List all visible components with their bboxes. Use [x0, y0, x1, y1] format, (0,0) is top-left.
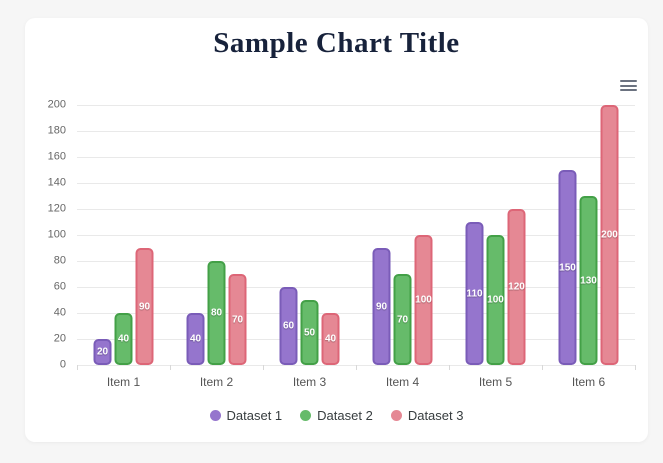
bar-group: 110 100 120 [464, 209, 527, 365]
y-axis-tick-label: 20 [53, 332, 66, 345]
bar[interactable]: 150 [558, 170, 577, 365]
bar[interactable]: 70 [228, 274, 247, 365]
x-axis-label: Item 2 [199, 375, 234, 389]
y-axis-tick-label: 0 [59, 358, 66, 371]
y-axis-tick-label: 200 [47, 98, 66, 111]
bar-value-label: 40 [189, 333, 202, 345]
y-axis: 0 20 40 60 80 100 120 140 160 180 200 [25, 99, 70, 370]
bar-value-label: 60 [282, 320, 295, 332]
bar[interactable]: 110 [465, 222, 484, 365]
gridline [77, 287, 635, 288]
bar-value-label: 80 [210, 307, 223, 319]
legend-marker-icon [209, 410, 221, 421]
y-axis-tick-label: 120 [47, 202, 66, 215]
bar[interactable]: 80 [207, 261, 226, 365]
gridline [77, 131, 635, 132]
gridline [77, 339, 635, 340]
bar[interactable]: 20 [93, 339, 112, 365]
bar-value-label: 90 [375, 301, 388, 312]
x-axis-tick [449, 365, 450, 370]
legend: Dataset 1 Dataset 2 Dataset 3 [25, 408, 648, 423]
gridline [77, 183, 635, 184]
y-axis-tick-label: 160 [47, 150, 66, 163]
hamburger-line [620, 89, 637, 91]
legend-item[interactable]: Dataset 1 [209, 408, 283, 423]
y-axis-tick-label: 80 [53, 254, 66, 267]
legend-item[interactable]: Dataset 3 [390, 408, 464, 423]
bar[interactable]: 100 [414, 235, 433, 365]
x-axis: Item 1 Item 2 Item 3 Item 4 Item 5 Item 6 [77, 375, 635, 391]
x-axis-label: Item 3 [292, 375, 327, 389]
bar-value-label: 110 [466, 288, 483, 299]
x-axis-label: Item 5 [478, 375, 513, 389]
x-axis-tick [356, 365, 357, 370]
bar[interactable]: 60 [279, 287, 298, 365]
bar-value-label: 120 [508, 281, 525, 293]
bar-value-label: 70 [396, 314, 409, 325]
hamburger-line [620, 84, 637, 87]
bar-value-label: 70 [231, 314, 244, 325]
gridline [77, 261, 635, 262]
bar[interactable]: 40 [186, 313, 205, 365]
bar[interactable]: 90 [372, 248, 391, 365]
legend-item[interactable]: Dataset 2 [300, 408, 373, 423]
legend-label: Dataset 1 [226, 408, 283, 423]
y-axis-tick-label: 100 [47, 228, 66, 241]
bar[interactable]: 130 [579, 196, 598, 365]
legend-marker-icon [300, 410, 312, 421]
gridline [77, 235, 635, 236]
bar[interactable]: 70 [393, 274, 412, 365]
chart-title: Sample Chart Title [213, 27, 460, 59]
bar[interactable]: 40 [114, 313, 133, 365]
legend-label: Dataset 2 [317, 408, 373, 423]
bar[interactable]: 50 [300, 300, 319, 365]
bar-group: 40 80 70 [185, 261, 248, 365]
bar-value-label: 40 [324, 333, 337, 345]
bar-value-label: 130 [580, 275, 597, 286]
bar[interactable]: 200 [600, 105, 619, 365]
bar[interactable]: 90 [135, 248, 154, 365]
legend-label: Dataset 3 [407, 408, 464, 423]
bar[interactable]: 100 [486, 235, 505, 365]
x-axis-label: Item 1 [106, 375, 141, 389]
legend-marker-icon [390, 410, 402, 421]
bar-group: 20 40 90 [92, 248, 155, 365]
x-axis-tick [170, 365, 171, 370]
gridline [77, 313, 635, 314]
x-axis-tick [263, 365, 264, 370]
gridline [77, 105, 635, 106]
bar-value-label: 150 [559, 262, 576, 273]
gridline [77, 157, 635, 158]
bar-value-label: 50 [303, 327, 316, 338]
bar-value-label: 200 [601, 229, 618, 241]
bar[interactable]: 120 [507, 209, 526, 365]
bar-value-label: 40 [117, 333, 130, 345]
gridline [77, 209, 635, 210]
bar-value-label: 20 [96, 346, 109, 358]
x-axis-tick [77, 365, 78, 370]
bar-value-label: 100 [415, 294, 432, 306]
bar-value-label: 100 [487, 294, 504, 306]
bar-group: 90 70 100 [371, 235, 434, 365]
x-axis-label: Item 6 [571, 375, 606, 389]
y-axis-tick-label: 40 [53, 306, 66, 319]
x-axis-tick [542, 365, 543, 370]
bar-value-label: 90 [138, 301, 151, 312]
hamburger-menu-icon[interactable] [620, 80, 637, 93]
hamburger-line [620, 80, 637, 82]
bar[interactable]: 40 [321, 313, 340, 365]
bar-group: 60 50 40 [278, 287, 341, 365]
bar-group: 150 130 200 [557, 105, 620, 365]
x-axis-tick [635, 365, 636, 370]
chart-card: Sample Chart Title 0 20 40 60 80 100 120 140 160… [25, 18, 648, 442]
y-axis-tick-label: 180 [47, 124, 66, 137]
plot-area: 20 40 90 40 80 70 60 50 40 90 70 100 110 100 120 150 130… [77, 105, 636, 370]
y-axis-tick-label: 140 [47, 176, 66, 189]
x-axis-label: Item 4 [385, 375, 420, 389]
y-axis-tick-label: 60 [53, 280, 66, 293]
